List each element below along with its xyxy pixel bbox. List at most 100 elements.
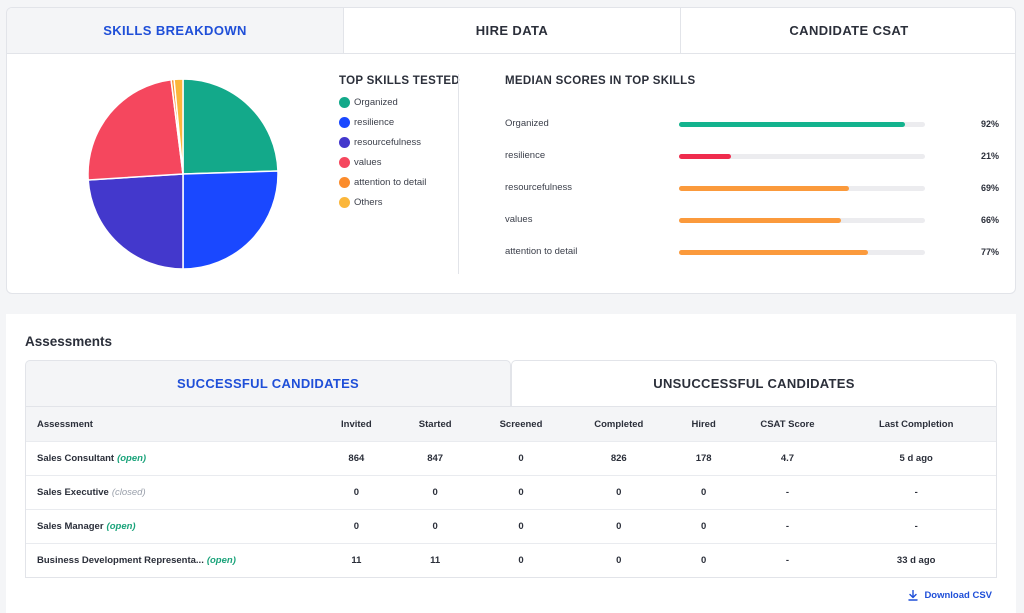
legend-item[interactable]: values <box>339 157 457 169</box>
table-cell: - <box>914 521 918 532</box>
score-bar-fill <box>679 186 849 191</box>
table-cell: 0 <box>700 521 707 532</box>
table-row[interactable]: Sales Executive (closed) 0 0 0 0 0 - - <box>26 475 996 509</box>
assessments-card: Assessments SUCCESSFUL CANDIDATES UNSUCC… <box>6 314 1016 613</box>
table-cell: 4.7 <box>780 453 795 464</box>
legend-label: resilience <box>354 117 395 128</box>
download-icon <box>908 590 919 601</box>
tab-successful-candidates[interactable]: SUCCESSFUL CANDIDATES <box>25 360 511 406</box>
column-header[interactable]: Hired <box>691 418 716 430</box>
score-bar-fill <box>679 154 731 159</box>
score-percent: 66% <box>980 215 999 225</box>
tab-unsuccessful-candidates[interactable]: UNSUCCESSFUL CANDIDATES <box>511 360 997 406</box>
assessments-title: Assessments <box>25 334 113 349</box>
skills-pie-chart <box>85 76 281 272</box>
assessment-name[interactable]: Sales Manager <box>37 521 104 532</box>
legend-swatch <box>339 137 350 148</box>
column-header[interactable]: Invited <box>341 418 372 430</box>
table-row[interactable]: Sales Manager (open) 0 0 0 0 0 - - <box>26 509 996 543</box>
legend-item[interactable]: resilience <box>339 117 457 129</box>
score-bar-fill <box>679 250 869 255</box>
table-cell: 0 <box>353 487 359 498</box>
column-header[interactable]: Screened <box>499 418 543 430</box>
legend-item[interactable]: attention to detail <box>339 177 457 189</box>
score-bar-track <box>679 122 925 127</box>
legend-swatch <box>339 157 350 168</box>
assessment-status: (open) <box>117 453 147 464</box>
legend-swatch <box>339 177 350 188</box>
legend-label: resourcefulness <box>354 137 422 148</box>
score-label: resilience <box>505 150 546 161</box>
column-header[interactable]: Started <box>418 418 452 430</box>
score-percent: 92% <box>980 119 999 129</box>
column-header[interactable]: Assessment <box>37 418 93 430</box>
skills-card: SKILLS BREAKDOWN HIRE DATA CANDIDATE CSA… <box>6 7 1016 294</box>
table-cell: 826 <box>610 453 627 464</box>
column-header[interactable]: CSAT Score <box>760 418 815 430</box>
table-cell: - <box>785 487 790 498</box>
table-cell: - <box>914 487 918 498</box>
table-row[interactable]: Business Development Representa... (open)… <box>26 543 996 577</box>
table-cell: 0 <box>353 521 359 532</box>
legend-item[interactable]: resourcefulness <box>339 137 457 149</box>
legend-item[interactable]: Others <box>339 197 457 209</box>
download-csv-label: Download CSV <box>924 590 992 601</box>
table-cell: - <box>785 521 790 532</box>
assessment-status: (open) <box>106 521 136 532</box>
table-header-row: Assessment Invited Started Screened Comp… <box>26 407 996 441</box>
column-header[interactable]: Last Completion <box>878 418 954 430</box>
score-percent: 69% <box>980 183 999 193</box>
score-label: Organized <box>505 118 549 129</box>
legend-item[interactable]: Organized <box>339 97 457 109</box>
score-percent: 21% <box>980 151 999 161</box>
table-cell: 0 <box>518 521 524 532</box>
table-cell: 0 <box>432 487 438 498</box>
assessment-status: (open) <box>206 555 236 566</box>
table-row[interactable]: Sales Consultant (open) 864 847 0 826 178 4.7 5 … <box>26 441 996 475</box>
score-bar-track <box>679 154 925 159</box>
score-bar-fill <box>679 218 842 223</box>
table-cell: 847 <box>427 453 444 464</box>
score-row: attention to detail 77% <box>505 244 1005 260</box>
pie-slice-organized[interactable] <box>182 78 279 175</box>
assessment-name-cell: Sales Consultant (open) <box>26 453 315 464</box>
assessment-name-cell: Sales Executive (closed) <box>26 487 315 498</box>
top-skills-title: TOP SKILLS TESTED <box>339 75 460 87</box>
score-label: values <box>505 214 533 225</box>
score-bar-fill <box>679 122 906 127</box>
assessment-status: (closed) <box>111 487 146 498</box>
tab-skills-breakdown[interactable]: SKILLS BREAKDOWN <box>7 8 343 53</box>
download-csv-button[interactable]: Download CSV <box>908 590 992 601</box>
assessment-name[interactable]: Sales Executive <box>37 487 109 498</box>
pie-slice-resilience[interactable] <box>182 170 279 270</box>
assessment-name[interactable]: Business Development Representa... <box>37 555 204 566</box>
table-cell: - <box>785 555 790 566</box>
score-row: values 66% <box>505 212 1005 228</box>
assessments-table: Assessment Invited Started Screened Comp… <box>25 406 997 578</box>
legend-swatch <box>339 97 350 108</box>
tab-hire-data[interactable]: HIRE DATA <box>343 8 680 53</box>
table-cell: 0 <box>432 521 438 532</box>
tab-candidate-csat[interactable]: CANDIDATE CSAT <box>680 8 1015 53</box>
legend-label: values <box>354 157 382 168</box>
table-cell: 11 <box>430 555 441 566</box>
score-row: resourcefulness 69% <box>505 180 1005 196</box>
legend-swatch <box>339 117 350 128</box>
score-label: attention to detail <box>505 246 578 257</box>
assessment-name[interactable]: Sales Consultant <box>37 453 115 464</box>
score-bar-track <box>679 250 925 255</box>
table-cell: 11 <box>351 555 362 566</box>
legend-swatch <box>339 197 350 208</box>
table-cell: 33 d ago <box>896 555 936 566</box>
column-header[interactable]: Completed <box>594 418 644 430</box>
score-row: resilience 21% <box>505 148 1005 164</box>
table-cell: 864 <box>348 453 365 464</box>
candidate-tabs: SUCCESSFUL CANDIDATES UNSUCCESSFUL CANDI… <box>25 360 997 406</box>
score-bar-track <box>679 218 925 223</box>
pie-slice-values[interactable] <box>87 78 184 181</box>
pie-svg <box>87 78 279 270</box>
table-cell: 178 <box>695 453 712 464</box>
table-cell: 0 <box>700 555 707 566</box>
pie-slice-others[interactable] <box>173 78 184 175</box>
pie-slice-resourcefulness[interactable] <box>87 173 184 270</box>
